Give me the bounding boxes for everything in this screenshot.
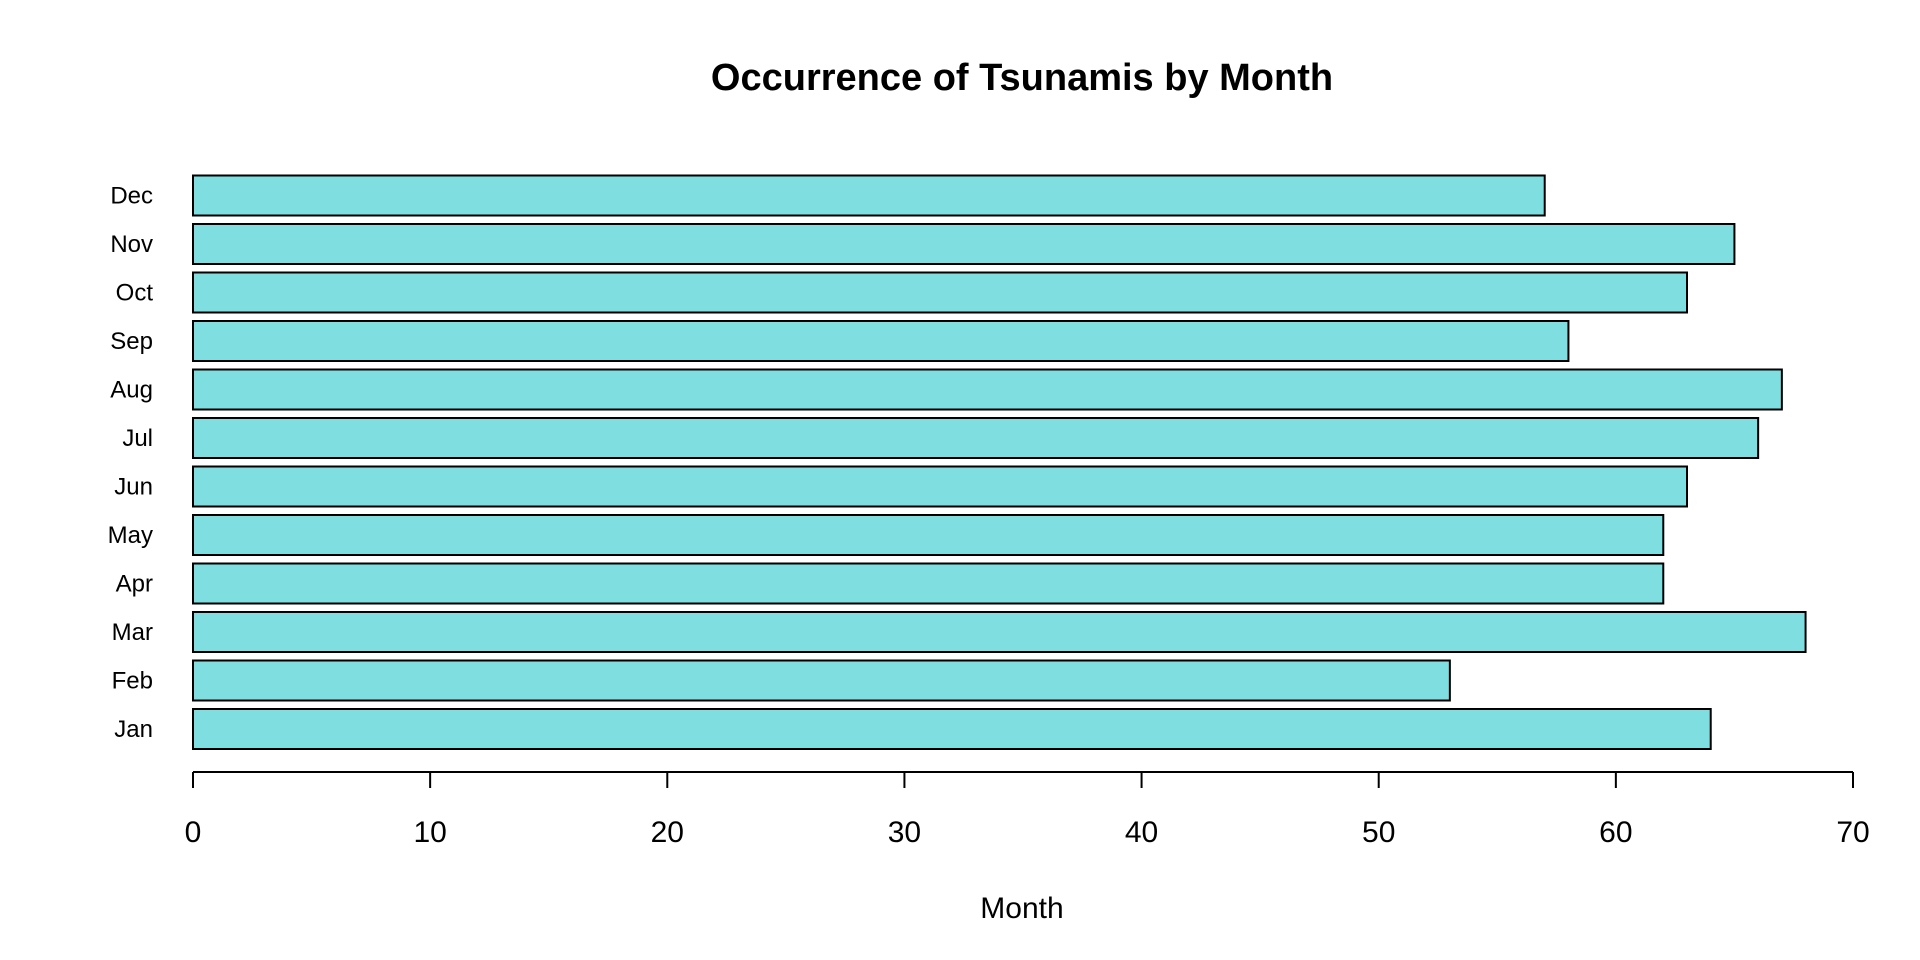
x-tick-label-40: 40 [1125, 816, 1158, 849]
category-label-mar: Mar [112, 619, 153, 646]
x-tick-label-50: 50 [1362, 816, 1395, 849]
x-axis-ticks: 0 10 20 30 40 50 60 70 [185, 772, 1870, 849]
bar-mar [192, 611, 1807, 653]
category-label-feb: Feb [112, 668, 153, 695]
category-label-jan: Jan [114, 716, 153, 743]
category-label-dec: Dec [110, 183, 153, 210]
category-label-nov: Nov [110, 231, 153, 258]
category-label-sep: Sep [110, 328, 153, 355]
bar-feb [192, 659, 1451, 702]
category-label-jul: Jul [122, 425, 153, 452]
bar-jun [192, 465, 1688, 508]
bar-sep [192, 320, 1570, 362]
bar-nov [192, 223, 1736, 265]
x-axis-label: Month [980, 892, 1063, 925]
bar-apr [192, 562, 1665, 605]
x-tick-label-20: 20 [651, 816, 684, 849]
bar-dec [192, 174, 1546, 217]
chart-title: Occurrence of Tsunamis by Month [711, 57, 1333, 99]
x-tick-label-10: 10 [413, 816, 446, 849]
category-label-aug: Aug [110, 377, 153, 404]
x-tick-label-70: 70 [1836, 816, 1869, 849]
x-tick-label-0: 0 [185, 816, 202, 849]
x-tick-label-60: 60 [1599, 816, 1632, 849]
x-tick-label-30: 30 [888, 816, 921, 849]
bar-jul [192, 417, 1760, 459]
x-axis: 0 10 20 30 40 50 60 70 [185, 771, 1870, 849]
category-label-oct: Oct [116, 280, 154, 307]
category-label-jun: Jun [114, 474, 153, 501]
bar-jan [192, 708, 1712, 750]
category-label-may: May [108, 522, 153, 549]
category-labels: Jan Feb Mar Apr May Jun Jul Aug Sep Oct Nov Dec [108, 183, 154, 744]
category-label-apr: Apr [116, 571, 153, 598]
bar-may [192, 514, 1665, 556]
bars-layer [192, 174, 1807, 750]
bar-oct [192, 271, 1688, 314]
bar-aug [192, 368, 1783, 411]
